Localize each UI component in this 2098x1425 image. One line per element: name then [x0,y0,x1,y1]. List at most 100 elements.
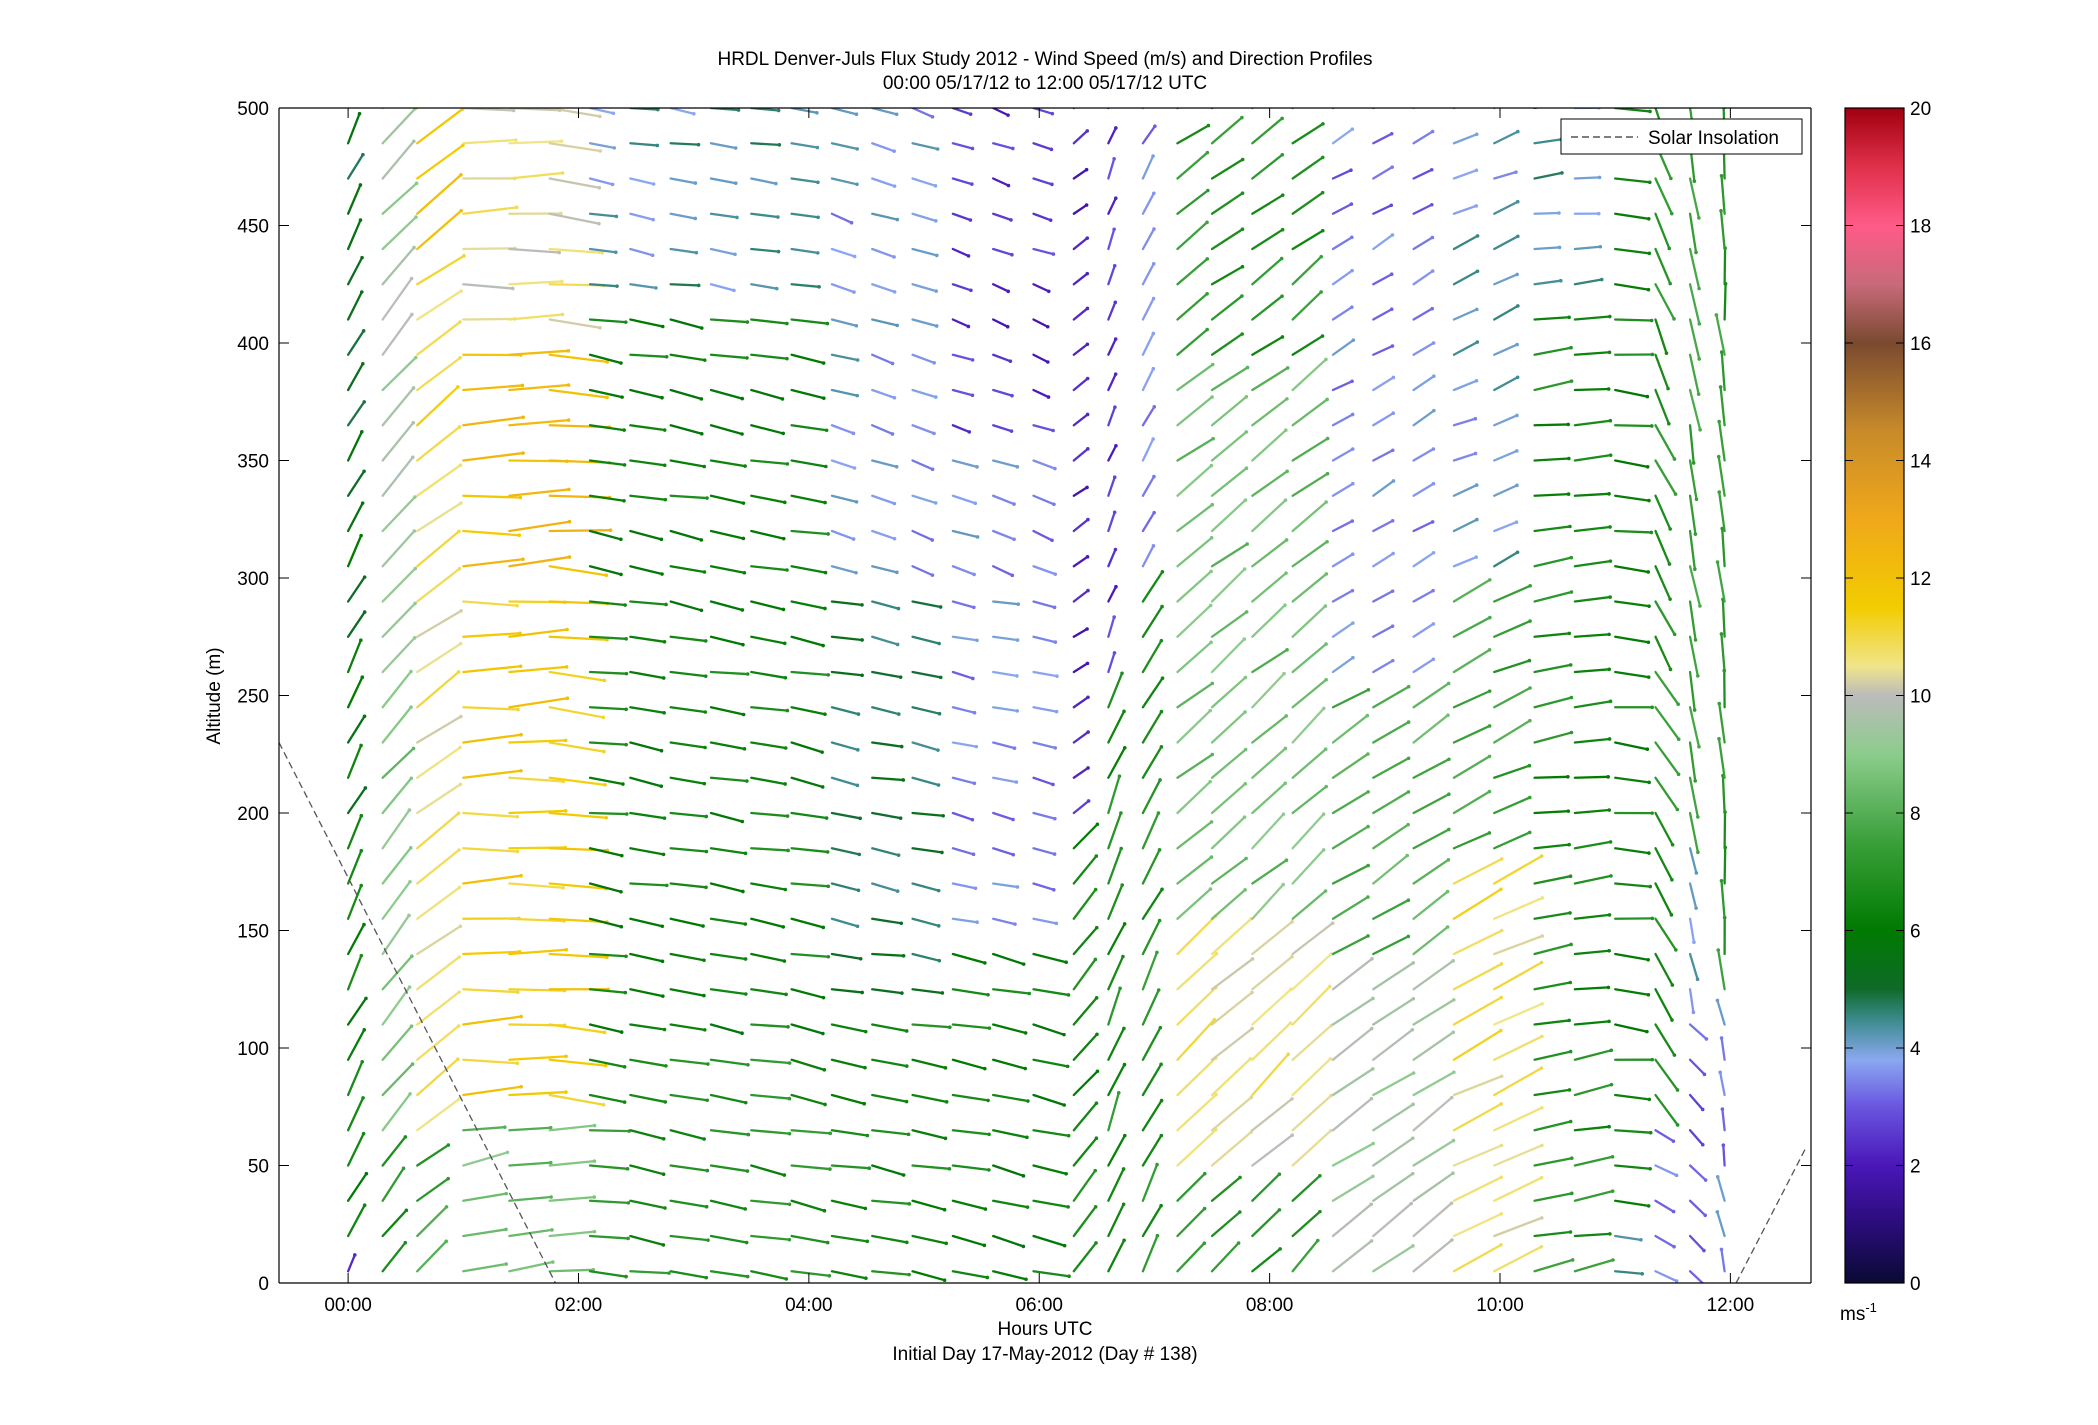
wind-vector-head [742,570,747,575]
wind-vector-head [901,1173,906,1177]
wind-vector-head [1151,154,1155,158]
wind-vector [1688,1164,1707,1182]
wind-vector [1291,500,1328,533]
wind-vector [911,811,945,817]
wind-vector [346,715,366,744]
wind-vector [1251,117,1284,145]
wind-vector-head [741,536,746,541]
colorbar-tick-label: 0 [1910,1274,1921,1295]
wind-vector [346,849,363,885]
wind-vector [1141,745,1163,779]
wind-vector [629,600,668,606]
wind-vector [1412,108,1416,110]
wind-vector-head [745,356,749,360]
wind-vector [416,746,462,779]
wind-vector-head [851,537,856,541]
wind-vector-head [1114,443,1118,448]
wind-vector-head [1278,1247,1282,1251]
wind-vector [346,786,367,815]
wind-vector-head [1280,152,1285,157]
wind-vector [1688,1270,1705,1283]
wind-vector [1107,615,1116,638]
wind-vector [1719,1071,1726,1097]
wind-vector-head [353,1253,357,1257]
wind-vector-head [1024,1277,1028,1282]
wind-vector-head [625,1167,630,1171]
wind-vector [1032,776,1055,786]
wind-vector-head [1119,846,1123,851]
wind-vector-head [1488,615,1492,620]
wind-vector [1573,1232,1612,1238]
wind-vector [1533,346,1573,356]
wind-vector-head [1664,351,1669,355]
wind-vector-head [1647,180,1652,185]
wind-vector-head [1528,686,1532,690]
wind-vector [1032,670,1059,678]
legend-label-solar-insolation: Solar Insolation [1648,128,1779,149]
wind-vector [709,142,737,150]
wind-vector [1412,714,1450,744]
wind-vector-head [1321,82,1325,86]
wind-vector [508,809,567,815]
wind-vector-head [1406,720,1411,724]
wind-vector-head [1155,1233,1160,1238]
wind-vector-head [1121,1202,1126,1207]
wind-vector [588,212,618,218]
wind-vector-head [1349,168,1353,173]
wind-vector [1688,600,1697,642]
wind-vector [548,811,608,819]
wind-vector [462,558,525,568]
wind-vector [381,846,412,885]
wind-vector-head [1284,714,1288,718]
wind-vector-head [1117,774,1122,778]
wind-vector [416,955,461,991]
wind-vector [750,142,781,147]
wind-vector-head [1389,132,1394,136]
wind-vector-head [862,1101,866,1106]
wind-vector [629,811,666,820]
wind-vector [1072,799,1090,815]
wind-vector [669,108,695,115]
wind-vector [462,1192,508,1202]
x-tick-label: 06:00 [1015,1295,1063,1316]
wind-vector-head [1053,572,1058,576]
wind-vector [830,1199,867,1210]
wind-vector-head [733,146,738,150]
wind-vector [790,1093,827,1106]
wind-vector [1372,854,1409,885]
wind-vector-head [1430,520,1435,524]
wind-vector-head [1280,80,1284,84]
wind-vector [548,1058,607,1067]
wind-vector-head [597,185,602,190]
wind-vector [1176,753,1214,779]
wind-vector-head [826,532,830,536]
wind-vector [548,529,612,533]
wind-vector [1210,991,1254,1026]
wind-vector [1176,1172,1206,1202]
wind-vector-head [1094,1241,1098,1245]
wind-vector-head [705,496,709,500]
wind-vector [1141,951,1159,991]
wind-vector [1176,570,1213,603]
wind-vector [508,628,569,638]
wind-vector [1331,1027,1373,1061]
wind-vector [1331,1203,1373,1238]
wind-vector [1141,262,1155,286]
wind-vector [1493,304,1520,321]
wind-vector [1452,616,1491,638]
wind-vector-head [361,1131,366,1136]
wind-vector-head [1499,1212,1504,1216]
wind-vector-head [890,432,895,436]
wind-vector-head [1021,1244,1026,1249]
wind-vector [1452,340,1479,356]
wind-vector-head [1540,896,1545,900]
y-tick-label: 300 [237,569,269,590]
wind-vector [462,632,522,638]
wind-vector-head [1051,887,1056,892]
wind-vector [750,882,787,891]
wind-vector-head [360,1059,365,1064]
wind-vector [830,1234,869,1243]
wind-vector-head [1027,991,1032,996]
wind-vector-head [619,924,624,929]
wind-vector-head [458,320,462,324]
